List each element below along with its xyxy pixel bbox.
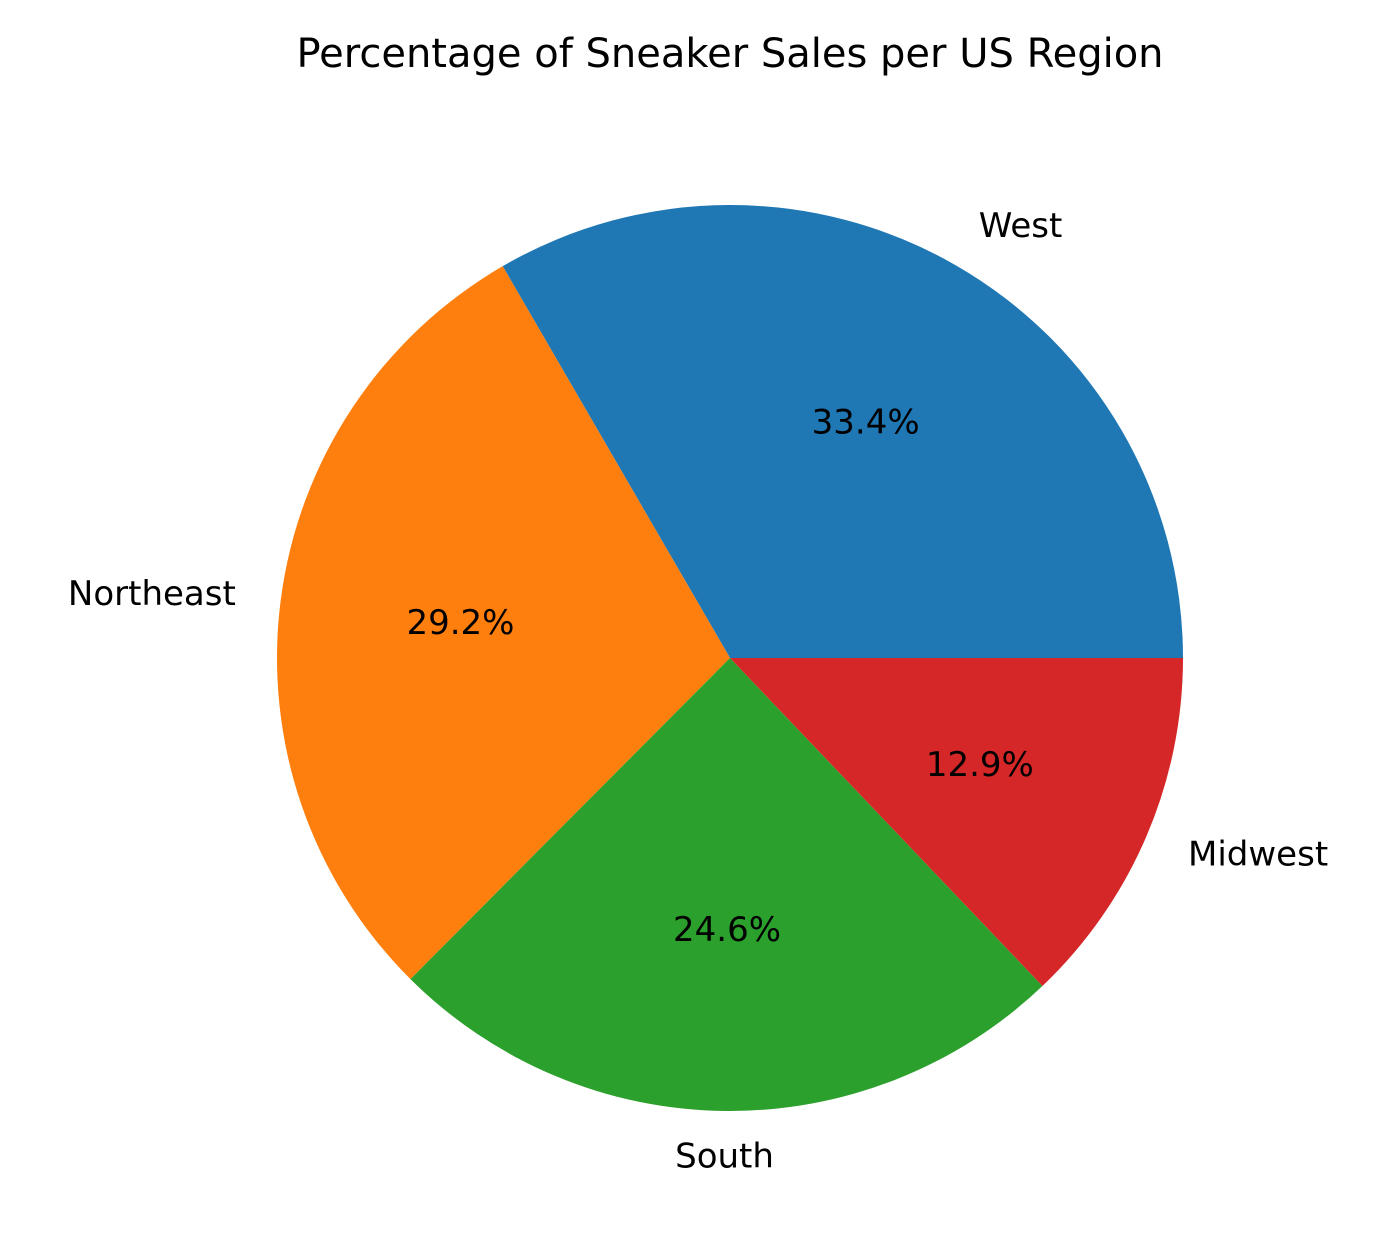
slice-percent-northeast: 29.2% [406, 603, 514, 643]
chart-title: Percentage of Sneaker Sales per US Regio… [296, 31, 1163, 77]
slice-label-northeast: Northeast [68, 574, 236, 614]
slice-percent-west: 33.4% [812, 402, 920, 442]
pie-slice-west [502, 204, 1183, 658]
pie-labels: West 33.4% Northeast 29.2% South 24.6% Midwest… [68, 206, 1328, 1176]
slice-label-west: West [979, 206, 1063, 246]
slice-label-south: South [675, 1136, 774, 1176]
pie-slice-south [410, 658, 1043, 1111]
pie-slices [277, 204, 1183, 1111]
pie-slice-northeast [277, 266, 730, 980]
slice-percent-midwest: 12.9% [926, 745, 1034, 785]
slice-label-midwest: Midwest [1188, 834, 1328, 874]
pie-slice-midwest [730, 658, 1183, 987]
slice-percent-south: 24.6% [673, 910, 781, 950]
